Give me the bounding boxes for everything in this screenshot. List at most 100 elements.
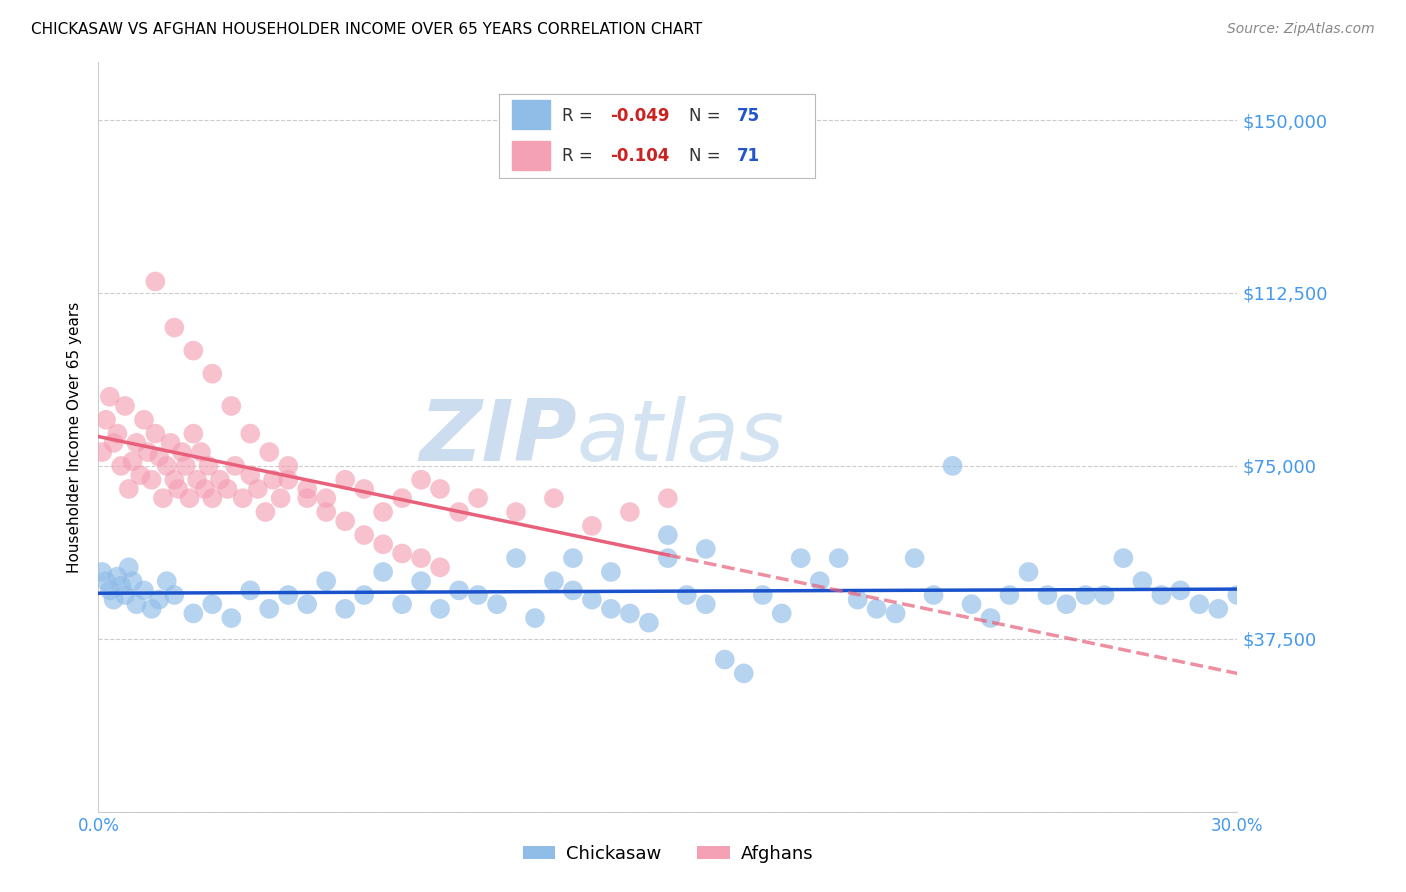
Point [1056, 597, 1078, 611]
Point [183, 607, 205, 621]
Point [979, 611, 1001, 625]
Point [145, 275, 167, 289]
Point [429, 602, 451, 616]
Point [429, 560, 451, 574]
Point [125, 597, 148, 611]
Text: CHICKASAW VS AFGHAN HOUSEHOLDER INCOME OVER 65 YEARS CORRELATION CHART: CHICKASAW VS AFGHAN HOUSEHOLDER INCOME O… [31, 22, 702, 37]
Point [808, 574, 831, 589]
Point [391, 597, 413, 611]
Point [998, 588, 1021, 602]
Point [562, 583, 585, 598]
Point [543, 491, 565, 505]
Point [411, 551, 433, 566]
Text: N =: N = [689, 107, 725, 125]
Point [141, 602, 163, 616]
Point [1150, 588, 1173, 602]
Bar [512, 141, 550, 169]
Point [277, 458, 299, 473]
Point [110, 458, 132, 473]
Point [217, 482, 239, 496]
Point [411, 574, 433, 589]
Point [335, 473, 357, 487]
Point [277, 588, 299, 602]
Point [179, 491, 201, 505]
Point [186, 473, 208, 487]
Text: 71: 71 [737, 147, 759, 165]
Point [277, 473, 299, 487]
Point [676, 588, 699, 602]
Text: -0.049: -0.049 [610, 107, 669, 125]
Point [828, 551, 851, 566]
Bar [512, 101, 550, 129]
Point [638, 615, 661, 630]
Point [254, 505, 277, 519]
Point [695, 597, 717, 611]
Point [118, 560, 141, 574]
Point [132, 583, 155, 598]
Point [167, 482, 190, 496]
Point [121, 454, 143, 468]
Point [1188, 597, 1211, 611]
Point [136, 445, 159, 459]
Text: N =: N = [689, 147, 725, 165]
Point [657, 528, 679, 542]
Point [391, 547, 413, 561]
Text: ZIP: ZIP [419, 395, 576, 479]
Point [114, 588, 136, 602]
Point [1112, 551, 1135, 566]
Point [156, 574, 179, 589]
Point [600, 602, 623, 616]
Point [201, 597, 224, 611]
Point [118, 482, 141, 496]
Point [904, 551, 927, 566]
Point [657, 491, 679, 505]
Point [960, 597, 983, 611]
Point [297, 597, 319, 611]
Point [221, 399, 243, 413]
Point [125, 435, 148, 450]
Point [163, 473, 186, 487]
Text: 75: 75 [737, 107, 759, 125]
Point [353, 588, 375, 602]
Point [752, 588, 775, 602]
Point [262, 473, 284, 487]
Point [201, 367, 224, 381]
Point [297, 482, 319, 496]
Point [467, 588, 489, 602]
Point [505, 505, 527, 519]
Point [103, 435, 125, 450]
Point [581, 592, 603, 607]
Point [129, 468, 152, 483]
Text: Source: ZipAtlas.com: Source: ZipAtlas.com [1227, 22, 1375, 37]
Point [208, 473, 231, 487]
Point [884, 607, 907, 621]
Point [163, 320, 186, 334]
Point [733, 666, 755, 681]
Point [486, 597, 509, 611]
Point [922, 588, 945, 602]
Point [91, 565, 114, 579]
Point [449, 583, 471, 598]
Point [353, 482, 375, 496]
Point [183, 343, 205, 358]
Point [91, 445, 114, 459]
Point [259, 602, 281, 616]
Text: R =: R = [562, 107, 599, 125]
Point [103, 592, 125, 607]
Point [1132, 574, 1154, 589]
Point [315, 574, 337, 589]
Point [335, 602, 357, 616]
Point [770, 607, 793, 621]
Point [1170, 583, 1192, 598]
Point [581, 519, 603, 533]
Point [790, 551, 813, 566]
Point [98, 390, 121, 404]
Point [239, 426, 262, 441]
Legend: Chickasaw, Afghans: Chickasaw, Afghans [516, 838, 820, 870]
Point [152, 491, 174, 505]
Point [107, 426, 129, 441]
Point [159, 435, 181, 450]
Point [145, 426, 167, 441]
Point [411, 473, 433, 487]
Point [148, 592, 170, 607]
